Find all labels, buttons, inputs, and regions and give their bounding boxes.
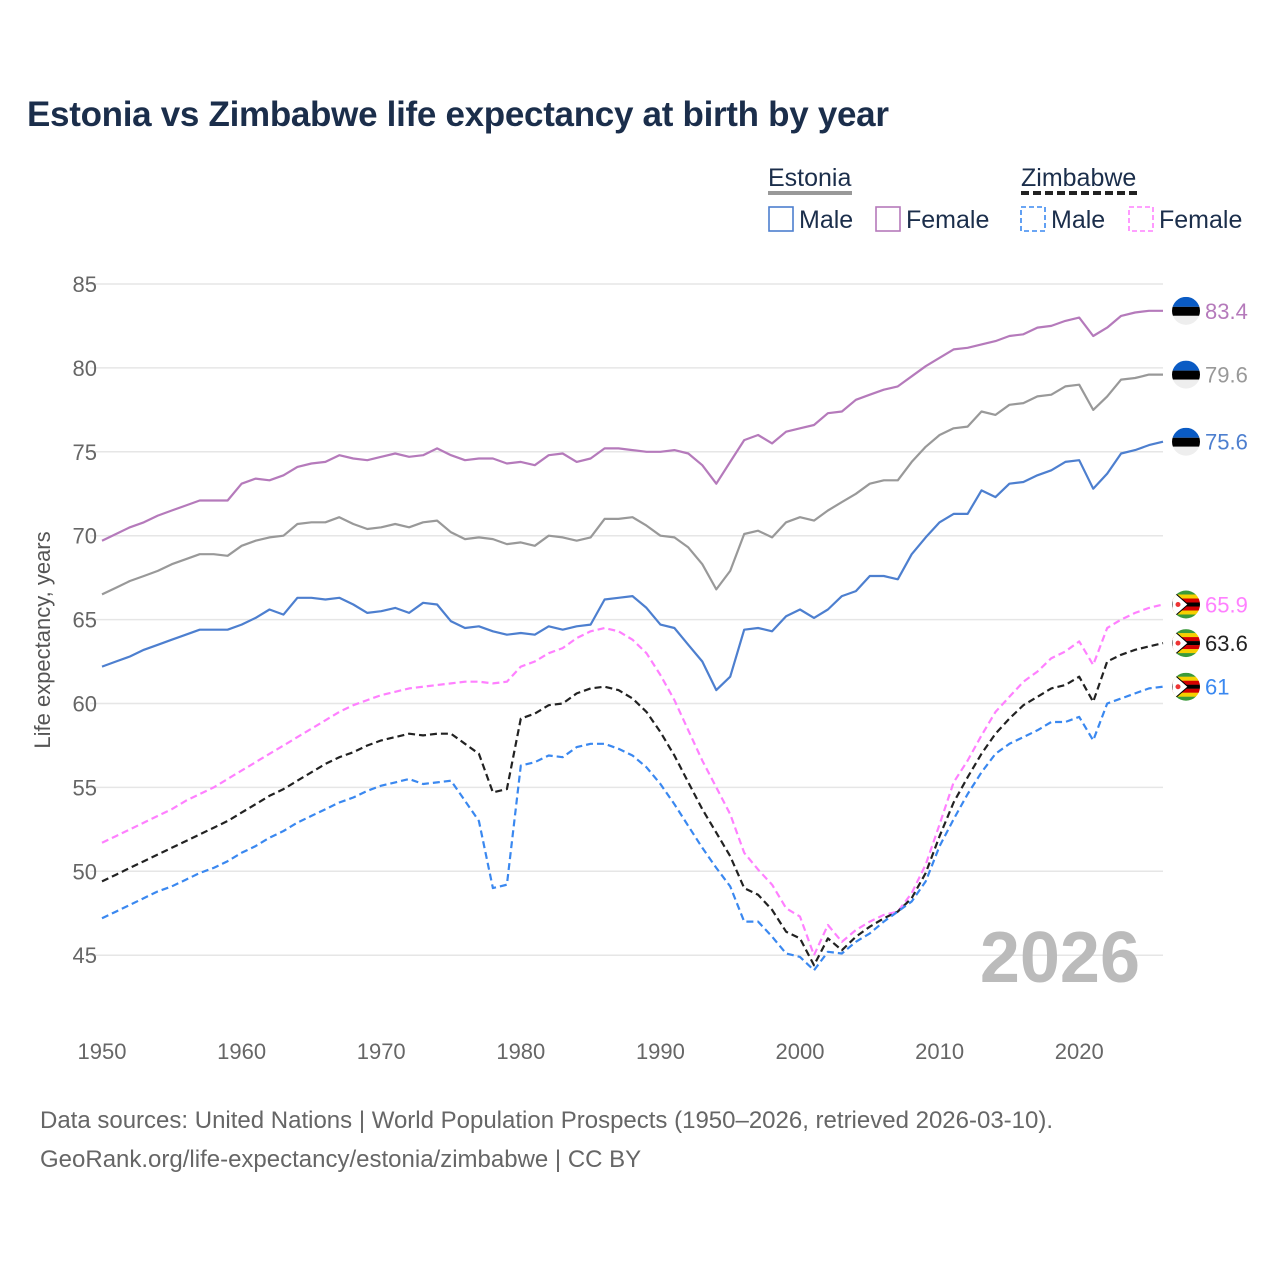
legend-zimbabwe-male-swatch [1020,206,1046,232]
y-tick-label: 80 [73,356,97,381]
end-value-label: 65.9 [1205,592,1248,617]
end-value-label: 79.6 [1205,363,1248,388]
y-tick-label: 75 [73,440,97,465]
series-line-zimbabwe-female [101,603,1164,957]
line-chart: Estonia Male Female Zimbabwe Male Female… [30,164,1248,1064]
legend-group-estonia[interactable]: Estonia [768,164,851,192]
series-line-zimbabwe-male [101,685,1164,972]
estonia-flag-icon [1172,427,1200,456]
x-tick-label: 1970 [357,1039,406,1064]
estonia-flag-icon [1172,296,1200,325]
legend: Estonia Male Female Zimbabwe Male Female [768,164,1242,234]
legend-estonia-male-swatch [768,206,794,232]
x-tick-label: 1990 [636,1039,685,1064]
zimbabwe-flag-icon [1172,672,1200,701]
end-value-label: 75.6 [1205,430,1248,455]
x-tick-label: 2010 [915,1039,964,1064]
x-tick-label: 1980 [496,1039,545,1064]
source-line-1: Data sources: United Nations | World Pop… [40,1107,1054,1134]
chart-title: Estonia vs Zimbabwe life expectancy at b… [27,95,889,134]
series-line-estonia-total [101,373,1163,596]
x-tick-label: 1960 [217,1039,266,1064]
legend-group-zimbabwe[interactable]: Zimbabwe [1021,164,1136,192]
end-value-label: 63.6 [1205,631,1248,656]
x-tick-label: 2000 [776,1039,825,1064]
series-line-estonia-female [101,309,1163,542]
legend-estonia-male[interactable]: Male [799,206,853,234]
source-line-2[interactable]: GeoRank.org/life-expectancy/estonia/zimb… [40,1146,642,1173]
y-tick-label: 55 [73,775,97,800]
x-tick-label: 2020 [1055,1039,1104,1064]
zimbabwe-flag-icon [1172,629,1200,658]
estonia-flag-icon [1172,360,1200,389]
year-watermark: 2026 [980,918,1140,998]
legend-zimbabwe-female[interactable]: Female [1159,206,1242,234]
series-line-estonia-male [101,440,1164,692]
y-tick-label: 60 [73,692,97,717]
end-value-label: 83.4 [1205,299,1248,324]
y-tick-label: 85 [73,272,97,297]
y-axis-label: Life expectancy, years [30,531,55,748]
x-tick-label: 1950 [78,1039,127,1064]
y-tick-label: 45 [73,943,97,968]
y-tick-label: 65 [73,608,97,633]
legend-estonia-female-swatch [875,206,901,232]
end-value-label: 61 [1205,675,1229,700]
legend-zimbabwe-female-swatch [1128,206,1154,232]
y-tick-label: 50 [73,859,97,884]
legend-zimbabwe-male[interactable]: Male [1051,206,1105,234]
series-line-zimbabwe-total [101,642,1164,967]
zimbabwe-flag-icon [1172,590,1200,619]
y-tick-label: 70 [73,524,97,549]
legend-estonia-female[interactable]: Female [906,206,989,234]
